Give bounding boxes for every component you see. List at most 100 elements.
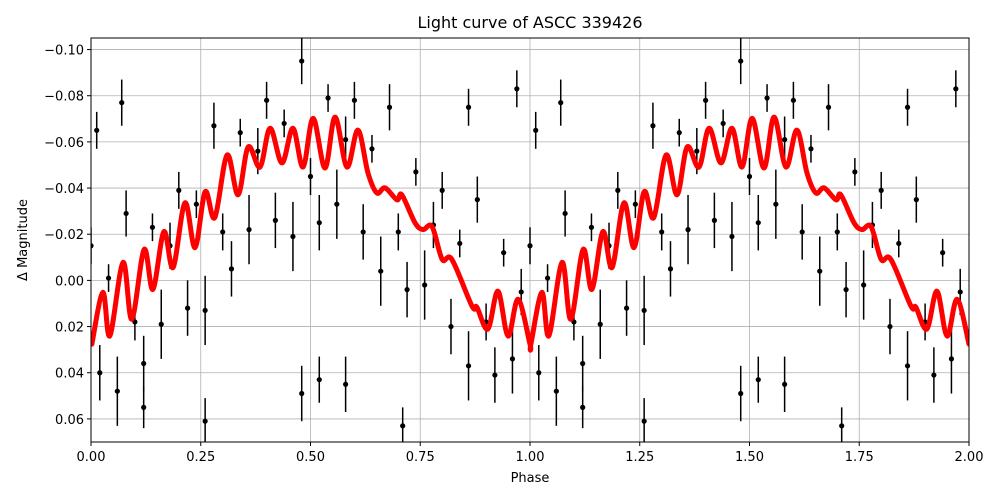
- data-point: [422, 282, 428, 288]
- data-point: [316, 220, 322, 226]
- data-point: [220, 229, 226, 235]
- data-point: [457, 240, 463, 247]
- data-point: [558, 100, 564, 106]
- data-point: [808, 146, 814, 152]
- data-point: [904, 363, 911, 369]
- data-point: [105, 275, 112, 281]
- data-point: [817, 268, 823, 274]
- data-point: [711, 217, 717, 223]
- data-point: [659, 229, 665, 235]
- data-point: [641, 418, 647, 424]
- data-point: [400, 423, 406, 429]
- data-point: [729, 233, 735, 240]
- x-tick-label: 0.00: [77, 450, 106, 465]
- data-point: [720, 120, 726, 127]
- y-tick-label: 0.02: [55, 321, 84, 336]
- data-point: [650, 123, 656, 129]
- data-point: [562, 210, 568, 217]
- y-tick-label: −0.10: [44, 44, 84, 59]
- data-point: [299, 390, 305, 397]
- data-point: [588, 224, 595, 230]
- plot-area: [91, 38, 969, 442]
- y-tick-label: −0.08: [44, 90, 84, 105]
- data-layer: [91, 38, 969, 442]
- data-point: [597, 321, 603, 327]
- data-point: [953, 86, 959, 92]
- data-point: [202, 418, 208, 424]
- data-point: [439, 187, 445, 193]
- data-point: [904, 104, 911, 110]
- data-point: [299, 58, 305, 64]
- data-point: [272, 217, 278, 223]
- data-point: [413, 169, 419, 175]
- data-point: [641, 307, 647, 314]
- data-point: [782, 136, 788, 143]
- data-point: [755, 220, 761, 226]
- y-tick-label: −0.06: [44, 136, 84, 151]
- data-point: [931, 372, 937, 378]
- data-point: [940, 250, 946, 256]
- data-point: [184, 305, 191, 311]
- data-point: [676, 130, 682, 136]
- data-point: [509, 356, 516, 362]
- data-point: [738, 58, 744, 64]
- model-curve: [91, 114, 969, 353]
- x-axis-label: Phase: [511, 471, 550, 486]
- data-point: [141, 404, 147, 410]
- x-tick-label: 1.50: [735, 450, 764, 465]
- x-tick-label: 1.75: [845, 450, 874, 465]
- data-point: [825, 104, 832, 110]
- data-point: [755, 377, 761, 383]
- data-point: [492, 372, 498, 378]
- data-point: [773, 201, 779, 207]
- x-tick-label: 1.00: [516, 450, 545, 465]
- y-tick-label: 0.06: [55, 413, 84, 428]
- data-point: [834, 229, 840, 235]
- data-point: [553, 388, 559, 394]
- data-point: [533, 127, 539, 133]
- data-point: [290, 233, 296, 240]
- data-point: [580, 360, 586, 367]
- data-point: [738, 390, 744, 397]
- data-point: [746, 173, 753, 180]
- data-point: [316, 377, 322, 383]
- data-point: [685, 227, 691, 233]
- y-axis: −0.10 −0.08 −0.06 −0.04 −0.02 0.00 0.02 0.04 0.0…: [44, 44, 91, 428]
- data-point: [360, 229, 366, 235]
- data-point: [632, 201, 638, 207]
- y-axis-label: Δ Magnitude: [16, 199, 31, 281]
- data-point: [343, 136, 349, 143]
- data-point: [501, 250, 507, 256]
- data-point: [149, 224, 156, 230]
- data-point: [852, 169, 858, 175]
- data-point: [782, 381, 788, 387]
- data-point: [193, 201, 199, 207]
- x-tick-label: 0.75: [406, 450, 435, 465]
- data-point: [141, 360, 147, 367]
- data-point: [228, 266, 235, 272]
- data-point: [404, 287, 410, 293]
- data-point: [237, 130, 243, 136]
- data-point: [325, 95, 331, 101]
- data-point: [211, 123, 217, 129]
- data-point: [334, 201, 340, 207]
- data-point: [799, 229, 805, 235]
- data-point: [957, 289, 963, 295]
- data-point: [94, 127, 100, 133]
- data-point: [395, 229, 401, 235]
- data-point: [623, 305, 630, 311]
- data-point: [514, 86, 520, 92]
- data-point: [97, 370, 103, 376]
- data-point: [474, 197, 480, 203]
- chart-title: Light curve of ASCC 339426: [417, 13, 642, 32]
- data-point: [343, 381, 349, 387]
- data-point: [878, 187, 884, 193]
- data-point: [913, 197, 919, 203]
- data-point: [536, 370, 542, 376]
- data-point: [896, 240, 902, 247]
- data-point: [202, 307, 208, 314]
- data-point: [465, 363, 472, 369]
- x-tick-label: 2.00: [955, 450, 984, 465]
- y-tick-label: 0.00: [55, 274, 84, 289]
